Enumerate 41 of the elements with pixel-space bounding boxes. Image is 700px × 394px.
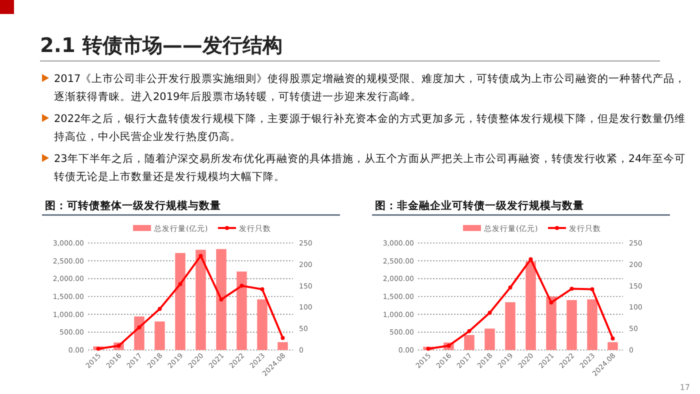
bar bbox=[587, 299, 598, 350]
bar bbox=[526, 262, 536, 350]
point bbox=[240, 284, 244, 288]
point bbox=[610, 336, 615, 340]
point bbox=[158, 306, 162, 311]
point bbox=[280, 336, 285, 340]
point bbox=[137, 325, 142, 330]
point bbox=[219, 297, 224, 302]
bar bbox=[154, 321, 165, 350]
bar bbox=[134, 316, 144, 350]
text: 2022年之后，银行大盘转债发行规模下降，主要源于银行补充资本金的方式更加多元，转债整体发行规模下降，但是发行数量仍维持高位，中小民营企业发行热度仍高。 bbox=[54, 112, 686, 143]
bar bbox=[278, 342, 288, 350]
point bbox=[488, 310, 492, 315]
chart-title: 图：非金融企业可转债一级发行规模与数量 bbox=[375, 199, 584, 212]
text: 17 bbox=[680, 383, 690, 392]
bar bbox=[236, 272, 247, 350]
bar bbox=[505, 302, 516, 350]
bar bbox=[257, 299, 268, 350]
text: 23年下半年之后，随着沪深交易所发布优化再融资的具体措施，从五个方面从严把关上市公司再融资，转债发行收紧，24年至今可转债无论是上市数量还是发行规模均大幅下降。 bbox=[54, 152, 686, 183]
point bbox=[178, 282, 182, 286]
bar bbox=[175, 252, 186, 350]
bar bbox=[546, 296, 556, 350]
text: 2017《上市公司非公开发行股票实施细则》使得股票定增融资的规模受限、难度加大，可转债成为上市公司融资的一种替代产品，逐渐获得青睐。进入2019年后股票市场转暖，可转债进一步迎来发行高峰。 bbox=[54, 72, 686, 103]
bar bbox=[196, 250, 206, 350]
bar bbox=[216, 249, 226, 350]
point bbox=[570, 286, 574, 291]
point bbox=[96, 346, 100, 351]
point bbox=[528, 257, 533, 262]
chart-title: 图：可转债整体一级发行规模与数量 bbox=[45, 199, 221, 212]
bar bbox=[464, 335, 474, 350]
point bbox=[426, 346, 430, 351]
point bbox=[198, 254, 203, 258]
point bbox=[590, 287, 594, 292]
text: 2.1 转债市场——发行结构 bbox=[40, 33, 282, 57]
point bbox=[508, 286, 512, 290]
point bbox=[467, 329, 472, 334]
point bbox=[549, 300, 554, 304]
point bbox=[260, 287, 264, 292]
bar bbox=[608, 342, 618, 350]
bar bbox=[484, 328, 495, 350]
bar bbox=[566, 300, 577, 350]
